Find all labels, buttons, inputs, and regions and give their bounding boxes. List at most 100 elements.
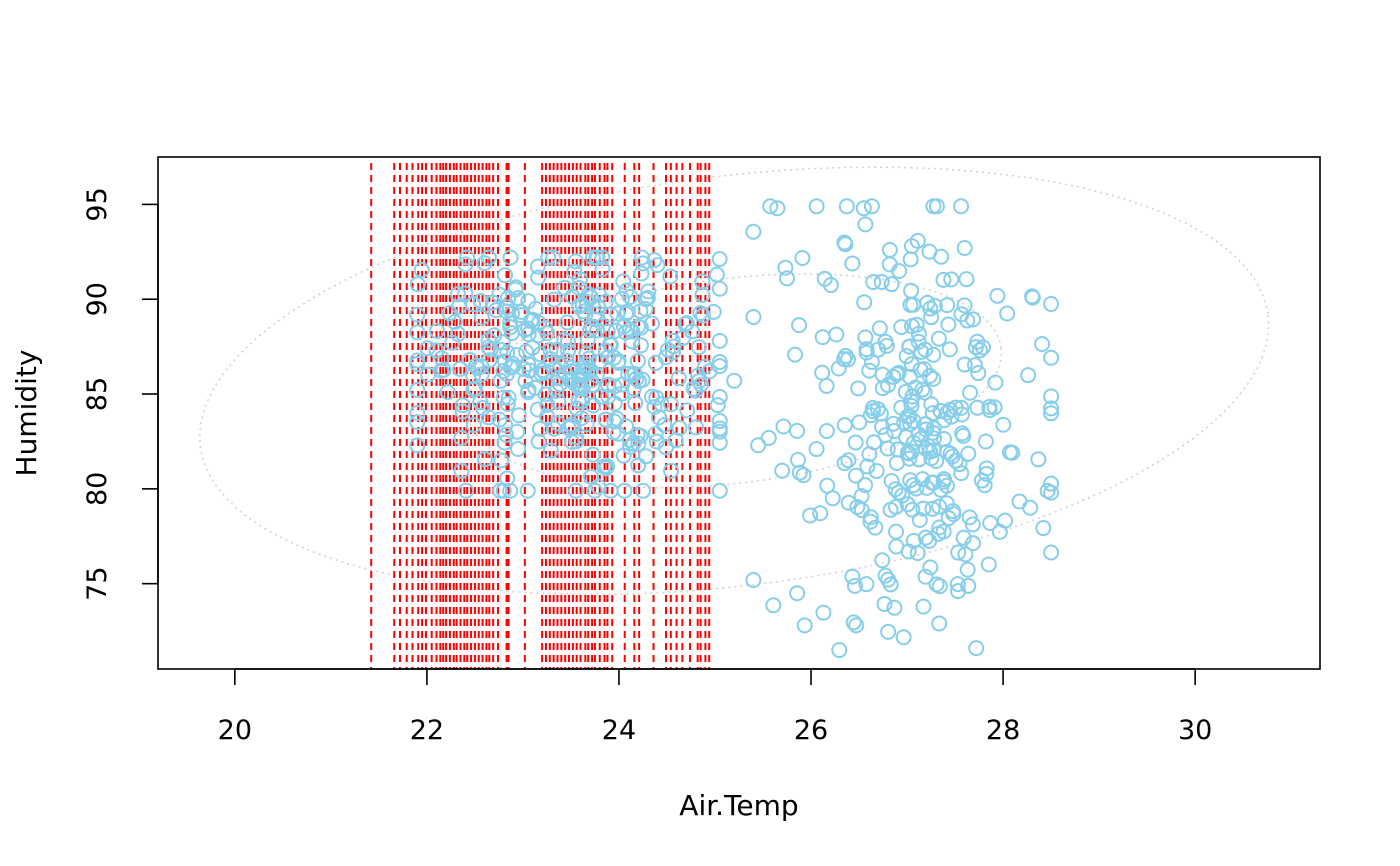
data-point <box>540 249 557 266</box>
data-point <box>1020 367 1037 384</box>
data-point <box>895 629 912 646</box>
data-point <box>978 465 995 482</box>
data-point <box>999 305 1016 322</box>
data-point <box>787 346 804 363</box>
data-point <box>474 400 491 417</box>
data-point <box>941 341 958 358</box>
data-point <box>433 350 450 367</box>
data-point <box>867 519 884 536</box>
data-point <box>560 342 577 359</box>
data-point <box>791 317 808 334</box>
data-point <box>930 330 947 347</box>
y-tick-label: 95 <box>82 187 113 221</box>
data-point <box>495 362 512 379</box>
data-point <box>885 415 902 432</box>
data-point <box>921 532 938 549</box>
data-point <box>824 490 841 507</box>
data-point <box>567 253 584 270</box>
data-point <box>1043 405 1060 422</box>
data-point <box>694 273 711 290</box>
data-point <box>791 464 808 481</box>
data-point <box>953 198 970 215</box>
data-point <box>925 430 942 447</box>
data-point <box>500 389 517 406</box>
data-point <box>745 571 762 588</box>
data-point <box>745 223 762 240</box>
data-point <box>530 433 547 450</box>
data-point <box>760 429 777 446</box>
data-point <box>836 234 853 251</box>
data-point <box>762 198 779 215</box>
data-point <box>588 367 605 384</box>
data-point <box>488 302 505 319</box>
data-point <box>971 342 988 359</box>
data-point <box>939 297 956 314</box>
data-point <box>968 640 985 657</box>
data-point <box>409 414 426 431</box>
data-point <box>965 311 982 328</box>
data-point <box>646 399 663 416</box>
data-point <box>777 259 794 276</box>
x-tick-label: 30 <box>1178 715 1212 746</box>
data-point <box>989 287 1006 304</box>
data-point <box>588 249 605 266</box>
data-point <box>932 481 949 498</box>
data-point <box>845 614 862 631</box>
data-point <box>446 313 463 330</box>
data-point <box>637 448 654 465</box>
data-point <box>847 434 864 451</box>
data-point <box>498 366 515 383</box>
data-point <box>878 337 895 354</box>
data-point <box>858 576 875 593</box>
data-point <box>885 368 902 385</box>
data-point <box>584 446 601 463</box>
data-point <box>582 322 599 339</box>
data-point <box>660 341 677 358</box>
data-point <box>893 319 910 336</box>
data-point <box>960 445 977 462</box>
data-point <box>664 332 681 349</box>
data-point <box>899 496 916 513</box>
data-point <box>872 405 889 422</box>
data-point <box>574 297 591 314</box>
data-point <box>409 306 426 323</box>
data-point <box>951 456 968 473</box>
data-point <box>865 403 882 420</box>
data-point <box>711 332 728 349</box>
data-point <box>890 484 907 501</box>
data-point <box>598 460 615 477</box>
data-point <box>711 482 728 499</box>
data-point <box>556 279 573 296</box>
data-point <box>457 256 474 273</box>
data-point <box>617 306 634 323</box>
data-point <box>857 329 874 346</box>
data-point <box>935 271 952 288</box>
data-point <box>850 380 867 397</box>
data-point <box>774 462 791 479</box>
data-point <box>597 411 614 428</box>
data-point <box>837 347 854 364</box>
data-point <box>429 322 446 339</box>
data-point <box>502 315 519 332</box>
data-point <box>708 266 725 283</box>
data-point <box>454 397 471 414</box>
data-point <box>887 481 904 498</box>
data-point <box>911 512 928 529</box>
data-point <box>413 261 430 278</box>
data-point <box>679 402 696 419</box>
data-point <box>473 309 490 326</box>
data-point <box>570 392 587 409</box>
data-point <box>709 397 726 414</box>
data-point <box>472 292 489 309</box>
data-point <box>830 360 847 377</box>
data-point <box>925 370 942 387</box>
data-point <box>549 415 566 432</box>
data-point <box>1024 289 1041 306</box>
data-point <box>711 251 728 268</box>
data-point <box>632 303 649 320</box>
data-point <box>874 552 891 569</box>
data-point <box>409 404 426 421</box>
data-point <box>457 285 474 302</box>
data-point <box>508 346 525 363</box>
data-point <box>454 403 471 420</box>
